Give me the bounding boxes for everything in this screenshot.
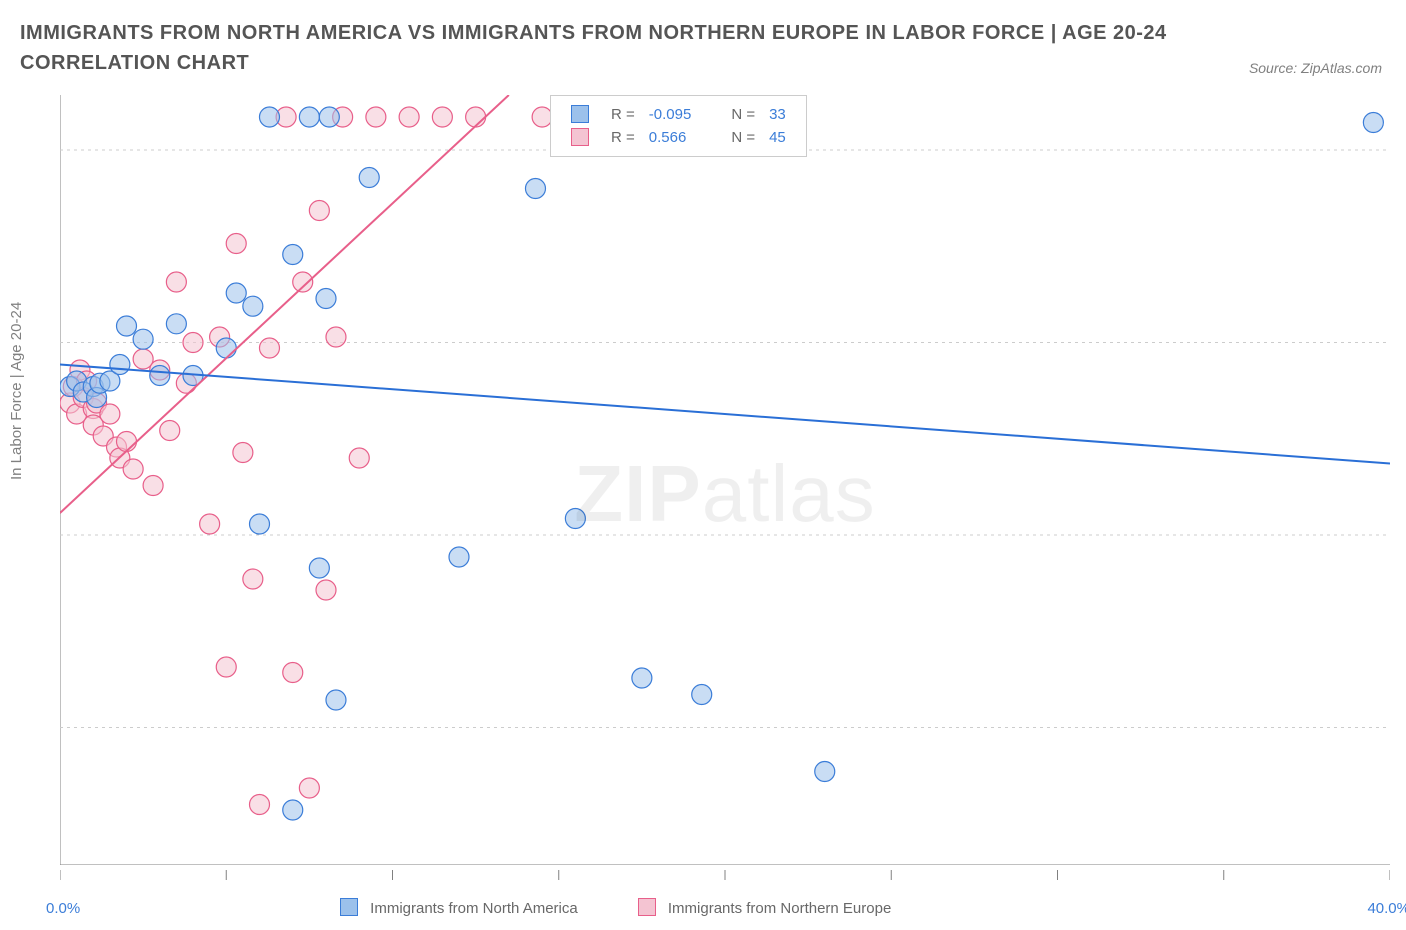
- legend-swatch-a: [571, 105, 589, 123]
- x-axis-max-label: 40.0%: [1367, 900, 1406, 917]
- legend-swatch-b2: [638, 898, 656, 916]
- y-axis-label: In Labor Force | Age 20-24: [8, 302, 25, 480]
- legend-r-label: R =: [605, 104, 641, 125]
- legend-swatch-a2: [340, 898, 358, 916]
- x-axis-min-label: 0.0%: [46, 900, 80, 917]
- plot-area: ZIPatlas 47.5%65.0%82.5%100.0% R = -0.09…: [60, 95, 1390, 865]
- legend-item-a: Immigrants from North America: [340, 898, 578, 917]
- legend-b-n: 45: [763, 127, 792, 148]
- legend-label-b: Immigrants from Northern Europe: [668, 900, 891, 917]
- series-legend: Immigrants from North America Immigrants…: [340, 898, 891, 917]
- source-attribution: Source: ZipAtlas.com: [1249, 60, 1382, 76]
- correlation-legend: R = -0.095 N = 33 R = 0.566 N = 45: [550, 95, 807, 157]
- legend-a-r: -0.095: [643, 104, 698, 125]
- legend-swatch-b: [571, 128, 589, 146]
- legend-a-n: 33: [763, 104, 792, 125]
- legend-label-a: Immigrants from North America: [370, 900, 578, 917]
- legend-b-r: 0.566: [643, 127, 698, 148]
- chart-title: IMMIGRANTS FROM NORTH AMERICA VS IMMIGRA…: [20, 18, 1206, 78]
- legend-item-b: Immigrants from Northern Europe: [638, 898, 892, 917]
- legend-n-label: N =: [725, 104, 761, 125]
